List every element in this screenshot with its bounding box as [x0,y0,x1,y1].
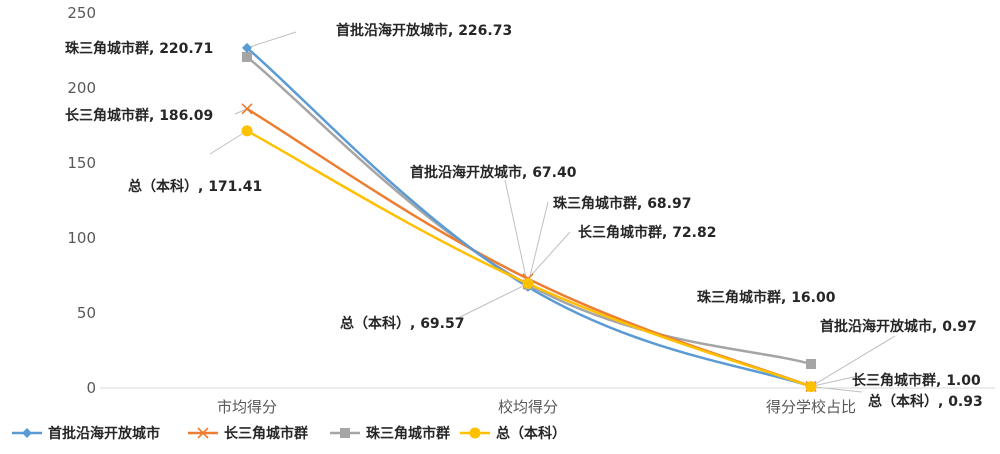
x-category-label: 校均得分 [498,398,558,416]
series-line [246,55,812,366]
data-label: 长三角城市群, 1.00 [852,372,981,389]
y-tick-label: 150 [67,154,96,172]
label-leader-line [810,335,896,387]
label-leader-lines [209,31,896,393]
data-label: 珠三角城市群, 220.71 [65,40,213,57]
label-leader-line [246,31,297,49]
series-markers [241,42,817,393]
series-lines [246,46,812,388]
data-point [805,381,817,393]
legend-label: 首批沿海开放城市 [48,425,160,442]
data-label: 总（本科）, 171.41 [128,178,262,195]
data-label: 首批沿海开放城市, 67.40 [410,164,577,181]
data-label: 长三角城市群, 72.82 [578,224,716,241]
y-tick-label: 100 [67,229,96,247]
data-label: 珠三角城市群, 68.97 [553,195,691,212]
data-point [241,125,253,137]
data-label: 首批沿海开放城市, 0.97 [820,318,977,335]
legend-label: 珠三角城市群 [366,425,450,442]
label-leader-line [527,201,549,285]
x-category-label: 得分学校占比 [766,398,856,416]
series-line [246,46,812,388]
legend-item: 珠三角城市群 [330,425,450,442]
legend-swatch-marker [469,427,481,439]
data-labels: 首批沿海开放城市, 226.73 首批沿海开放城市, 67.40 首批沿海开放城市,… [65,22,983,410]
data-point [806,359,816,369]
legend-item: 长三角城市群 [188,425,308,442]
y-tick-label: 50 [77,304,96,322]
data-point [241,103,253,115]
label-leader-line [504,179,529,288]
label-leader-line [810,386,863,393]
data-label: 珠三角城市群, 16.00 [697,289,836,306]
label-leader-line [209,130,248,155]
y-tick-label: 200 [67,79,96,97]
legend-item: 总（本科） [460,425,566,442]
legend: 首批沿海开放城市 长三角城市群 珠三角城市群 总（本科） [12,425,566,442]
data-point [522,278,534,290]
data-point [242,42,252,53]
axes-group: 0 50 100 150 200 250 市均得分 校均得分 得分学校占比 [67,4,995,416]
legend-swatch-marker [197,427,209,439]
data-label: 总（本科）, 0.93 [868,393,983,410]
label-leader-line [810,375,859,387]
x-category-label: 市均得分 [217,398,277,416]
legend-swatch-marker [22,428,32,438]
data-label: 长三角城市群, 186.09 [65,107,213,124]
legend-item: 首批沿海开放城市 [12,425,160,442]
data-label: 首批沿海开放城市, 226.73 [336,22,512,39]
data-point [242,51,252,62]
label-leader-line [234,108,248,115]
legend-swatch-marker [340,428,350,438]
series-line [246,107,812,388]
data-label: 总（本科）, 69.57 [340,315,464,332]
legend-label: 长三角城市群 [224,425,308,442]
label-leader-line [457,283,529,319]
y-tick-label: 0 [86,379,96,397]
y-tick-label: 250 [67,4,96,22]
legend-label: 总（本科） [496,425,566,442]
label-leader-line [527,231,571,280]
